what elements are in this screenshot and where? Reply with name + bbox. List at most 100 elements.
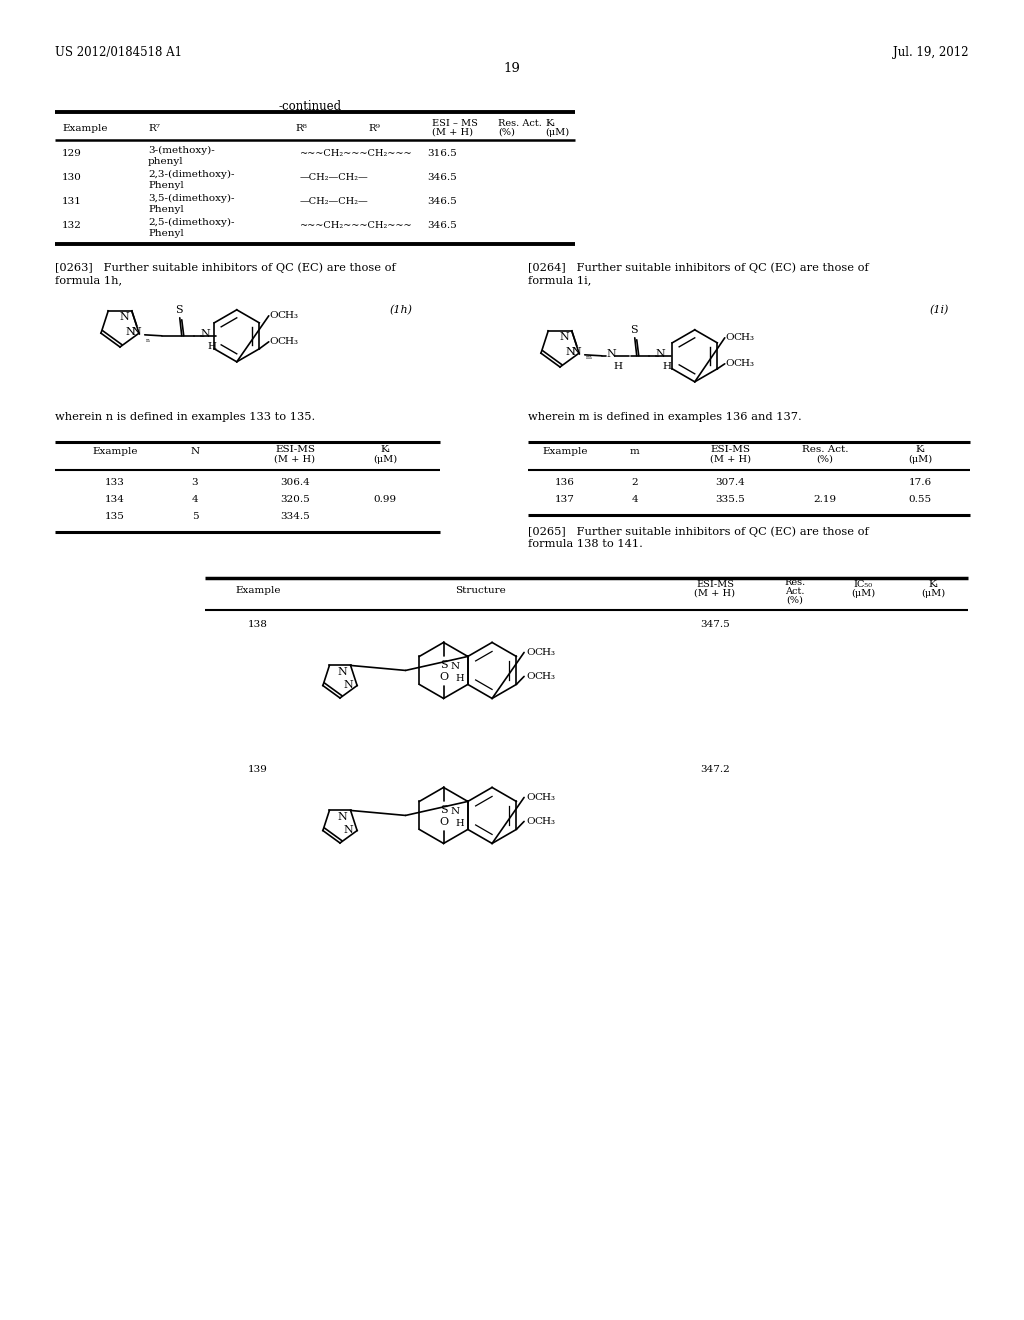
Text: 346.5: 346.5 (427, 173, 457, 182)
Text: 4: 4 (191, 495, 199, 504)
Text: 134: 134 (105, 495, 125, 504)
Text: Act.: Act. (785, 587, 805, 597)
Text: formula 1i,: formula 1i, (528, 275, 592, 285)
Text: N: N (338, 812, 347, 822)
Text: m: m (630, 447, 640, 455)
Text: 346.5: 346.5 (427, 220, 457, 230)
Text: CH₃: CH₃ (535, 817, 555, 826)
Text: N: N (655, 348, 666, 359)
Text: ᵐ: ᵐ (586, 355, 592, 364)
Text: O: O (439, 672, 449, 682)
Text: Jul. 19, 2012: Jul. 19, 2012 (894, 46, 969, 59)
Text: (μM): (μM) (908, 455, 932, 465)
Text: ₙ: ₙ (145, 335, 150, 343)
Text: 131: 131 (62, 197, 82, 206)
Text: 334.5: 334.5 (281, 512, 310, 521)
Text: Kᵢ: Kᵢ (545, 119, 555, 128)
Text: CH₃: CH₃ (535, 672, 555, 681)
Text: O: O (726, 334, 734, 342)
Text: —CH₂—CH₂—: —CH₂—CH₂— (300, 197, 369, 206)
Text: [0265]   Further suitable inhibitors of QC (EC) are those of: [0265] Further suitable inhibitors of QC… (528, 525, 868, 536)
Text: 2.19: 2.19 (813, 495, 837, 504)
Text: Kᵢ: Kᵢ (915, 445, 925, 454)
Text: US 2012/0184518 A1: US 2012/0184518 A1 (55, 46, 182, 59)
Text: 137: 137 (555, 495, 574, 504)
Text: S: S (175, 305, 182, 314)
Text: ESI – MS: ESI – MS (432, 119, 478, 128)
Text: ESI-MS: ESI-MS (710, 445, 750, 454)
Text: (%): (%) (498, 128, 515, 137)
Text: 2: 2 (632, 478, 638, 487)
Text: N: N (607, 348, 616, 359)
Text: 129: 129 (62, 149, 82, 158)
Text: O: O (526, 648, 535, 657)
Text: Phenyl: Phenyl (148, 181, 183, 190)
Text: H: H (456, 820, 464, 829)
Text: CH₃: CH₃ (278, 312, 299, 321)
Text: ~~~CH₂~~~CH₂~~~: ~~~CH₂~~~CH₂~~~ (300, 220, 413, 230)
Text: N: N (201, 329, 211, 339)
Text: 316.5: 316.5 (427, 149, 457, 158)
Text: 136: 136 (555, 478, 574, 487)
Text: 320.5: 320.5 (281, 495, 310, 504)
Text: Kᵢ: Kᵢ (380, 445, 390, 454)
Text: N: N (571, 347, 582, 356)
Text: formula 138 to 141.: formula 138 to 141. (528, 539, 643, 549)
Text: O: O (526, 817, 535, 826)
Text: 4: 4 (632, 495, 638, 504)
Text: Kᵢ: Kᵢ (928, 579, 938, 589)
Text: wherein m is defined in examples 136 and 137.: wherein m is defined in examples 136 and… (528, 412, 802, 422)
Text: S: S (439, 660, 447, 671)
Text: (M + H): (M + H) (432, 128, 473, 137)
Text: wherein n is defined in examples 133 to 135.: wherein n is defined in examples 133 to … (55, 412, 315, 422)
Text: 335.5: 335.5 (715, 495, 744, 504)
Text: 2,3-(dimethoxy)-: 2,3-(dimethoxy)- (148, 170, 234, 180)
Text: IC₅₀: IC₅₀ (853, 579, 872, 589)
Text: CH₃: CH₃ (278, 338, 299, 346)
Text: S: S (630, 325, 638, 335)
Text: 347.2: 347.2 (700, 766, 730, 774)
Text: Example: Example (92, 447, 138, 455)
Text: CH₃: CH₃ (734, 334, 755, 342)
Text: 306.4: 306.4 (281, 478, 310, 487)
Text: [0264]   Further suitable inhibitors of QC (EC) are those of: [0264] Further suitable inhibitors of QC… (528, 261, 868, 272)
Text: 19: 19 (504, 62, 520, 75)
Text: —CH₂—CH₂—: —CH₂—CH₂— (300, 173, 369, 182)
Text: R⁹: R⁹ (368, 124, 380, 133)
Text: CH₃: CH₃ (734, 359, 755, 368)
Text: O: O (526, 793, 535, 803)
Text: O: O (526, 672, 535, 681)
Text: 130: 130 (62, 173, 82, 182)
Text: (M + H): (M + H) (710, 455, 751, 465)
Text: Structure: Structure (455, 586, 506, 595)
Text: Example: Example (62, 124, 108, 133)
Text: ESI-MS: ESI-MS (696, 579, 734, 589)
Text: 307.4: 307.4 (715, 478, 744, 487)
Text: ~~~CH₂~~~CH₂~~~: ~~~CH₂~~~CH₂~~~ (300, 149, 413, 158)
Text: formula 1h,: formula 1h, (55, 275, 122, 285)
Text: (%): (%) (786, 597, 804, 605)
Text: O: O (269, 312, 279, 321)
Text: N: N (451, 661, 460, 671)
Text: N: N (343, 825, 353, 834)
Text: Res. Act.: Res. Act. (802, 445, 848, 454)
Text: Res. Act.: Res. Act. (498, 119, 542, 128)
Text: ESI-MS: ESI-MS (275, 445, 315, 454)
Text: phenyl: phenyl (148, 157, 183, 166)
Text: O: O (439, 817, 449, 828)
Text: 346.5: 346.5 (427, 197, 457, 206)
Text: (M + H): (M + H) (694, 589, 735, 598)
Text: (μM): (μM) (373, 455, 397, 465)
Text: 3,5-(dimethoxy)-: 3,5-(dimethoxy)- (148, 194, 234, 203)
Text: 3: 3 (191, 478, 199, 487)
Text: 2,5-(dimethoxy)-: 2,5-(dimethoxy)- (148, 218, 234, 227)
Text: N: N (451, 807, 460, 816)
Text: Phenyl: Phenyl (148, 205, 183, 214)
Text: N: N (132, 327, 141, 337)
Text: 135: 135 (105, 512, 125, 521)
Text: Phenyl: Phenyl (148, 228, 183, 238)
Text: (1h): (1h) (390, 305, 413, 315)
Text: 5: 5 (191, 512, 199, 521)
Text: 0.55: 0.55 (908, 495, 932, 504)
Text: 3-(methoxy)-: 3-(methoxy)- (148, 147, 215, 156)
